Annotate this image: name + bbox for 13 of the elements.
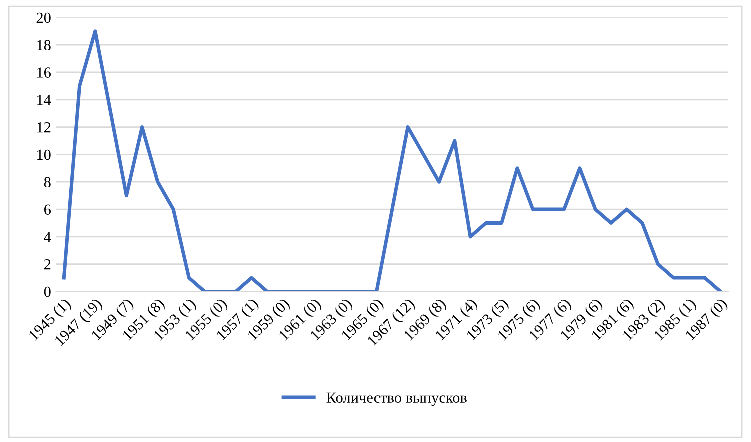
y-tick-label: 20: [36, 12, 51, 24]
y-tick-label: 2: [44, 260, 51, 270]
y-tick-label: 12: [38, 122, 51, 133]
y-tick-label: 4: [44, 232, 52, 242]
y-tick-label: 6: [44, 204, 52, 215]
y-tick-label: 16: [38, 68, 52, 78]
legend-label: Количество выпусков: [326, 392, 467, 406]
y-tick-label: 18: [38, 40, 51, 51]
y-tick-label: 10: [38, 150, 51, 160]
y-tick-label: 14: [38, 95, 52, 106]
line-series: [62, 30, 722, 292]
y-tick-label: 8: [44, 177, 51, 188]
y-tick-label: 0: [44, 286, 51, 298]
